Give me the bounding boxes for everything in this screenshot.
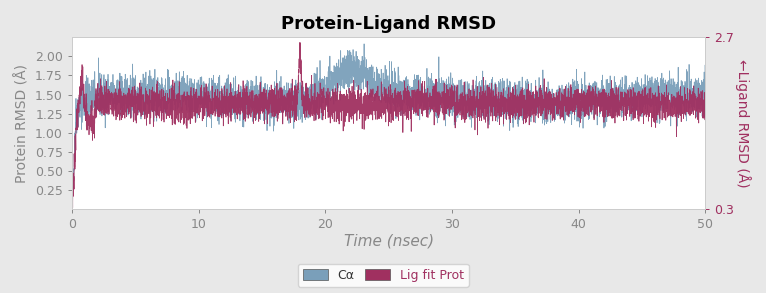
Lig fit Prot xyxy=(701,97,710,100)
Cα xyxy=(182,74,192,77)
Legend: Cα, Lig fit Prot: Cα, Lig fit Prot xyxy=(297,264,469,287)
Cα xyxy=(480,87,489,91)
Lig fit Prot xyxy=(588,96,597,100)
Cα xyxy=(447,114,457,117)
Y-axis label: Protein RMSD (Å): Protein RMSD (Å) xyxy=(15,64,29,183)
Cα xyxy=(359,42,368,46)
Cα xyxy=(540,120,549,124)
Lig fit Prot xyxy=(447,84,457,88)
Lig fit Prot xyxy=(540,103,549,107)
Lig fit Prot xyxy=(67,207,77,211)
Cα xyxy=(309,71,319,75)
Cα xyxy=(67,205,77,209)
Lig fit Prot xyxy=(480,118,489,121)
Cα xyxy=(701,103,710,106)
Line: Lig fit Prot: Lig fit Prot xyxy=(72,42,705,209)
Cα xyxy=(67,202,77,206)
Cα xyxy=(588,82,597,86)
Lig fit Prot xyxy=(309,91,319,95)
Line: Cα: Cα xyxy=(72,44,705,207)
Lig fit Prot xyxy=(182,90,192,93)
Title: Protein-Ligand RMSD: Protein-Ligand RMSD xyxy=(281,15,496,33)
Lig fit Prot xyxy=(295,41,304,44)
Y-axis label: ←Ligand RMSD (Å): ←Ligand RMSD (Å) xyxy=(735,59,751,188)
X-axis label: Time (nsec): Time (nsec) xyxy=(344,234,434,249)
